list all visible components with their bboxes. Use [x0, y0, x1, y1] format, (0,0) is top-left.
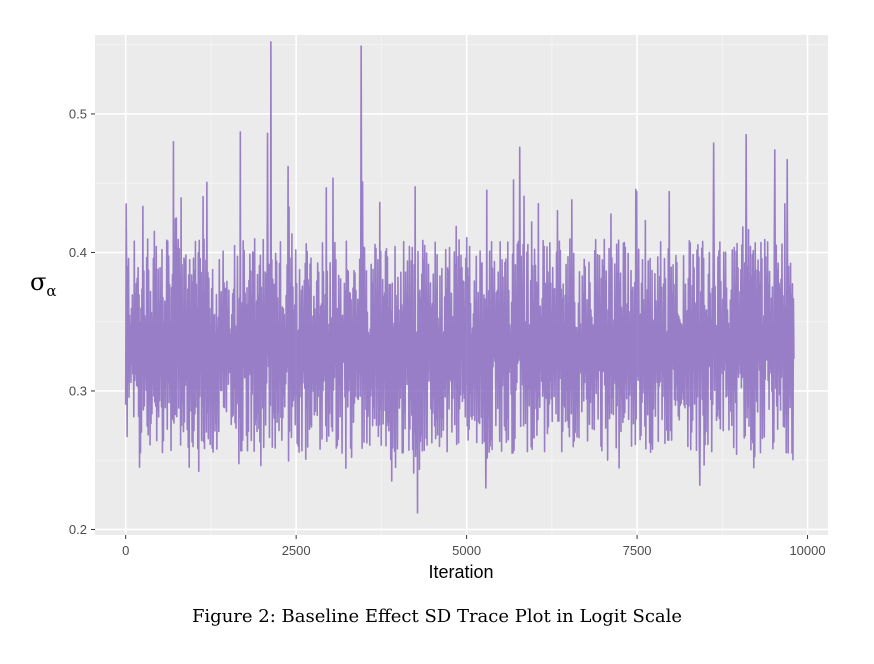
- y-tick-label: 0.2: [69, 522, 87, 537]
- y-axis-title-symbol: σ: [30, 268, 46, 296]
- x-axis: 0 2500 5000 7500 10000: [122, 535, 826, 558]
- x-tick-label: 0: [122, 543, 129, 558]
- x-tick-label: 5000: [452, 543, 481, 558]
- trace-series: [124, 41, 795, 514]
- y-axis: 0.2 0.3 0.4 0.5: [69, 106, 95, 537]
- y-tick-label: 0.4: [69, 245, 87, 260]
- x-tick-label: 10000: [789, 543, 825, 558]
- trace-line: [124, 41, 795, 514]
- y-axis-title-subscript: α: [46, 282, 56, 300]
- figure-caption: Figure 2: Baseline Effect SD Trace Plot …: [191, 606, 683, 627]
- y-tick-label: 0.5: [69, 106, 87, 121]
- y-axis-title: σα: [30, 268, 57, 300]
- trace-plot: 0.2 0.3 0.4 0.5 0 2500 5000 7500 10000 Iteratio…: [30, 35, 828, 582]
- x-axis-title: Iteration: [428, 562, 493, 582]
- y-tick-label: 0.3: [69, 383, 87, 398]
- x-tick-label: 7500: [623, 543, 652, 558]
- x-tick-label: 2500: [282, 543, 311, 558]
